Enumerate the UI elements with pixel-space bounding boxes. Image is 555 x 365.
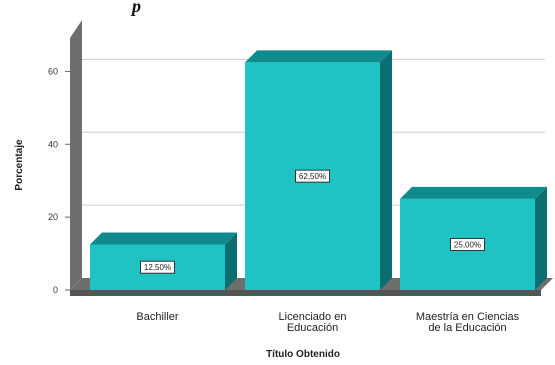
x-axis-title: Título Obtenido: [266, 349, 340, 360]
left-wall: [70, 20, 82, 290]
data-label-box: [140, 260, 175, 274]
x-tick-label-line: Licenciado en: [279, 311, 347, 323]
bar-group: 12,50%: [90, 232, 237, 290]
y-tick-label: 0: [53, 285, 58, 295]
x-tick-label-line: Bachiller: [136, 311, 179, 323]
y-axis-title: Porcentaje: [14, 139, 25, 191]
floor-edge: [70, 290, 541, 296]
data-label: 62,50%: [299, 172, 326, 181]
x-axis: Bachiller Licenciado en Educación Maestría …: [136, 311, 519, 334]
bar-top: [245, 50, 392, 63]
y-tick-label: 20: [48, 212, 58, 222]
bar-group: 25,00%: [400, 186, 547, 290]
bar-side: [225, 232, 237, 290]
bars: 12,50% 62,50% 25,00%: [90, 50, 547, 291]
bar-top: [90, 232, 237, 245]
bar-side: [535, 186, 547, 290]
y-tick-label: 40: [48, 139, 58, 149]
data-label: 12,50%: [144, 263, 171, 272]
x-tick-label: Bachiller: [136, 311, 179, 323]
y-axis: 0 20 40 60: [48, 66, 70, 295]
bar-top: [400, 186, 547, 199]
data-label-box: [295, 169, 330, 183]
x-tick-label-line: Educación: [287, 322, 338, 334]
x-tick-label-line: de la Educación: [428, 322, 506, 334]
x-tick-label-line: Maestría en Ciencias: [416, 311, 520, 323]
data-label: 25,00%: [454, 240, 481, 249]
x-tick-label: Licenciado en Educación: [279, 311, 347, 334]
data-label-box: [450, 237, 485, 251]
bar-group: 62,50%: [245, 50, 392, 291]
header-text: p: [130, 0, 141, 16]
y-tick-label: 60: [48, 66, 58, 76]
x-tick-label: Maestría en Ciencias de la Educación: [416, 311, 520, 334]
bar-side: [380, 50, 392, 291]
